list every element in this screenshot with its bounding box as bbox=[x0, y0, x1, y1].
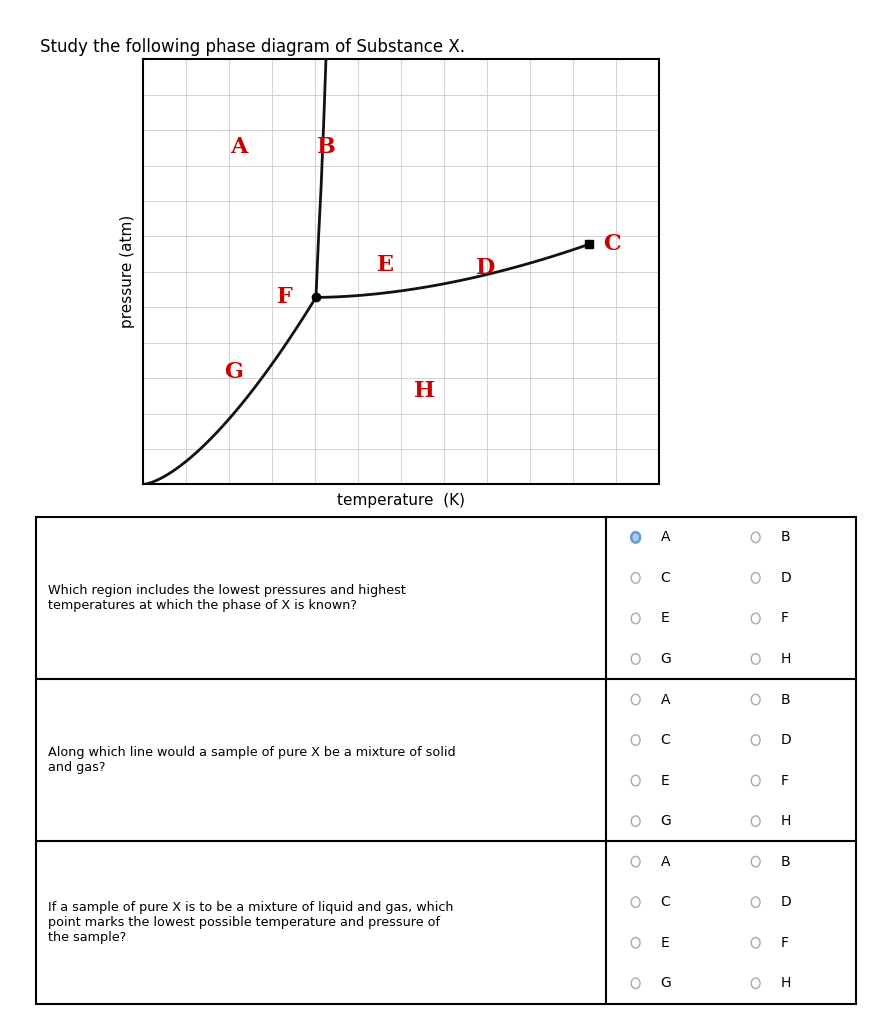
Text: F: F bbox=[780, 773, 788, 787]
Text: G: G bbox=[660, 976, 671, 990]
Text: E: E bbox=[660, 936, 669, 949]
Text: Study the following phase diagram of Substance X.: Study the following phase diagram of Sub… bbox=[40, 38, 465, 56]
Text: C: C bbox=[603, 233, 621, 255]
Text: H: H bbox=[414, 380, 435, 401]
Ellipse shape bbox=[631, 532, 640, 543]
Text: C: C bbox=[660, 571, 670, 585]
Text: C: C bbox=[660, 895, 670, 909]
Text: G: G bbox=[660, 814, 671, 828]
Text: F: F bbox=[780, 611, 788, 626]
Text: H: H bbox=[780, 976, 791, 990]
Text: D: D bbox=[780, 733, 791, 748]
Text: D: D bbox=[780, 895, 791, 909]
Text: G: G bbox=[660, 652, 671, 666]
Text: B: B bbox=[780, 692, 790, 707]
Text: B: B bbox=[317, 135, 336, 158]
Text: G: G bbox=[224, 360, 243, 383]
Text: H: H bbox=[780, 814, 791, 828]
Text: E: E bbox=[660, 773, 669, 787]
Text: F: F bbox=[780, 936, 788, 949]
Text: A: A bbox=[230, 135, 247, 158]
Text: Along which line would a sample of pure X be a mixture of solid
and gas?: Along which line would a sample of pure … bbox=[48, 746, 456, 774]
Text: A: A bbox=[660, 855, 670, 868]
Text: H: H bbox=[780, 652, 791, 666]
Text: F: F bbox=[277, 287, 293, 308]
Y-axis label: pressure (atm): pressure (atm) bbox=[120, 215, 135, 329]
Text: E: E bbox=[377, 255, 394, 276]
Text: C: C bbox=[660, 733, 670, 748]
Text: A: A bbox=[660, 692, 670, 707]
X-axis label: temperature  (K): temperature (K) bbox=[337, 493, 465, 508]
Text: D: D bbox=[477, 257, 495, 279]
Text: B: B bbox=[780, 530, 790, 545]
Text: If a sample of pure X is to be a mixture of liquid and gas, which
point marks th: If a sample of pure X is to be a mixture… bbox=[48, 901, 453, 944]
Text: E: E bbox=[660, 611, 669, 626]
Text: A: A bbox=[660, 530, 670, 545]
Text: B: B bbox=[780, 855, 790, 868]
Text: Which region includes the lowest pressures and highest
temperatures at which the: Which region includes the lowest pressur… bbox=[48, 584, 406, 612]
Text: D: D bbox=[780, 571, 791, 585]
